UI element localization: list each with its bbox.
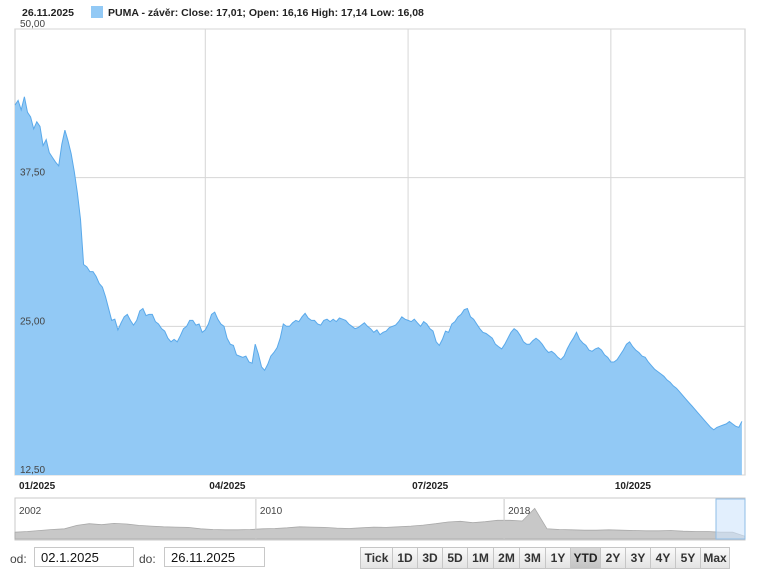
range-button-3d[interactable]: 3D — [417, 547, 443, 569]
y-axis: 50,00 37,50 25,00 12,50 — [20, 19, 45, 476]
legend-swatch — [91, 6, 103, 18]
range-button-3m[interactable]: 3M — [519, 547, 546, 569]
range-button-1d[interactable]: 1D — [392, 547, 418, 569]
y-tick-label: 37,50 — [20, 168, 45, 179]
x-tick-label: 07/2025 — [412, 481, 449, 492]
x-tick-label: 10/2025 — [615, 481, 652, 492]
controls-bar: od: 02.1.2025 do: 26.11.2025 Tick 1D 3D 5D 1… — [0, 545, 762, 573]
range-button-3y[interactable]: 3Y — [625, 547, 651, 569]
y-tick-label: 12,50 — [20, 465, 45, 476]
x-tick-label: 04/2025 — [209, 481, 246, 492]
price-chart: 26.11.2025 PUMA - závěr: Close: 17,01; O… — [14, 6, 746, 541]
y-tick-label: 50,00 — [20, 19, 45, 30]
range-button-1y[interactable]: 1Y — [545, 547, 571, 569]
legend-label[interactable]: PUMA - závěr: Close: 17,01; Open: 16,16 … — [108, 7, 424, 19]
from-date-input[interactable]: 02.1.2025 — [34, 547, 134, 567]
from-label: od: — [10, 552, 27, 566]
range-button-5d[interactable]: 5D — [442, 547, 468, 569]
to-label: do: — [139, 552, 156, 566]
navigator-series: 2002 2010 2018 — [14, 498, 746, 540]
range-button-ytd[interactable]: YTD — [570, 547, 601, 569]
range-button-1m[interactable]: 1M — [467, 547, 494, 569]
range-button-tick[interactable]: Tick — [360, 547, 393, 569]
header-date: 26.11.2025 — [22, 7, 74, 19]
y-tick-label: 25,00 — [20, 316, 45, 327]
range-selector: Tick 1D 3D 5D 1M 2M 3M 1Y YTD 2Y 3Y 4Y 5Y Max — [360, 547, 730, 569]
range-button-4y[interactable]: 4Y — [650, 547, 676, 569]
navigator-year-label: 2010 — [260, 506, 283, 517]
price-area — [15, 96, 742, 476]
range-button-5y[interactable]: 5Y — [675, 547, 701, 569]
to-date-input[interactable]: 26.11.2025 — [164, 547, 265, 567]
navigator-area — [14, 507, 746, 540]
price-line — [14, 96, 743, 431]
range-button-2m[interactable]: 2M — [493, 547, 520, 569]
range-button-max[interactable]: Max — [700, 547, 730, 569]
navigator-year-label: 2002 — [19, 506, 42, 517]
price-series — [14, 96, 743, 476]
x-axis: 01/2025 04/2025 07/2025 10/2025 — [19, 481, 651, 492]
range-button-2y[interactable]: 2Y — [600, 547, 626, 569]
x-tick-label: 01/2025 — [19, 481, 56, 492]
navigator-year-label: 2018 — [508, 506, 531, 517]
navigator-selection — [715, 498, 746, 540]
